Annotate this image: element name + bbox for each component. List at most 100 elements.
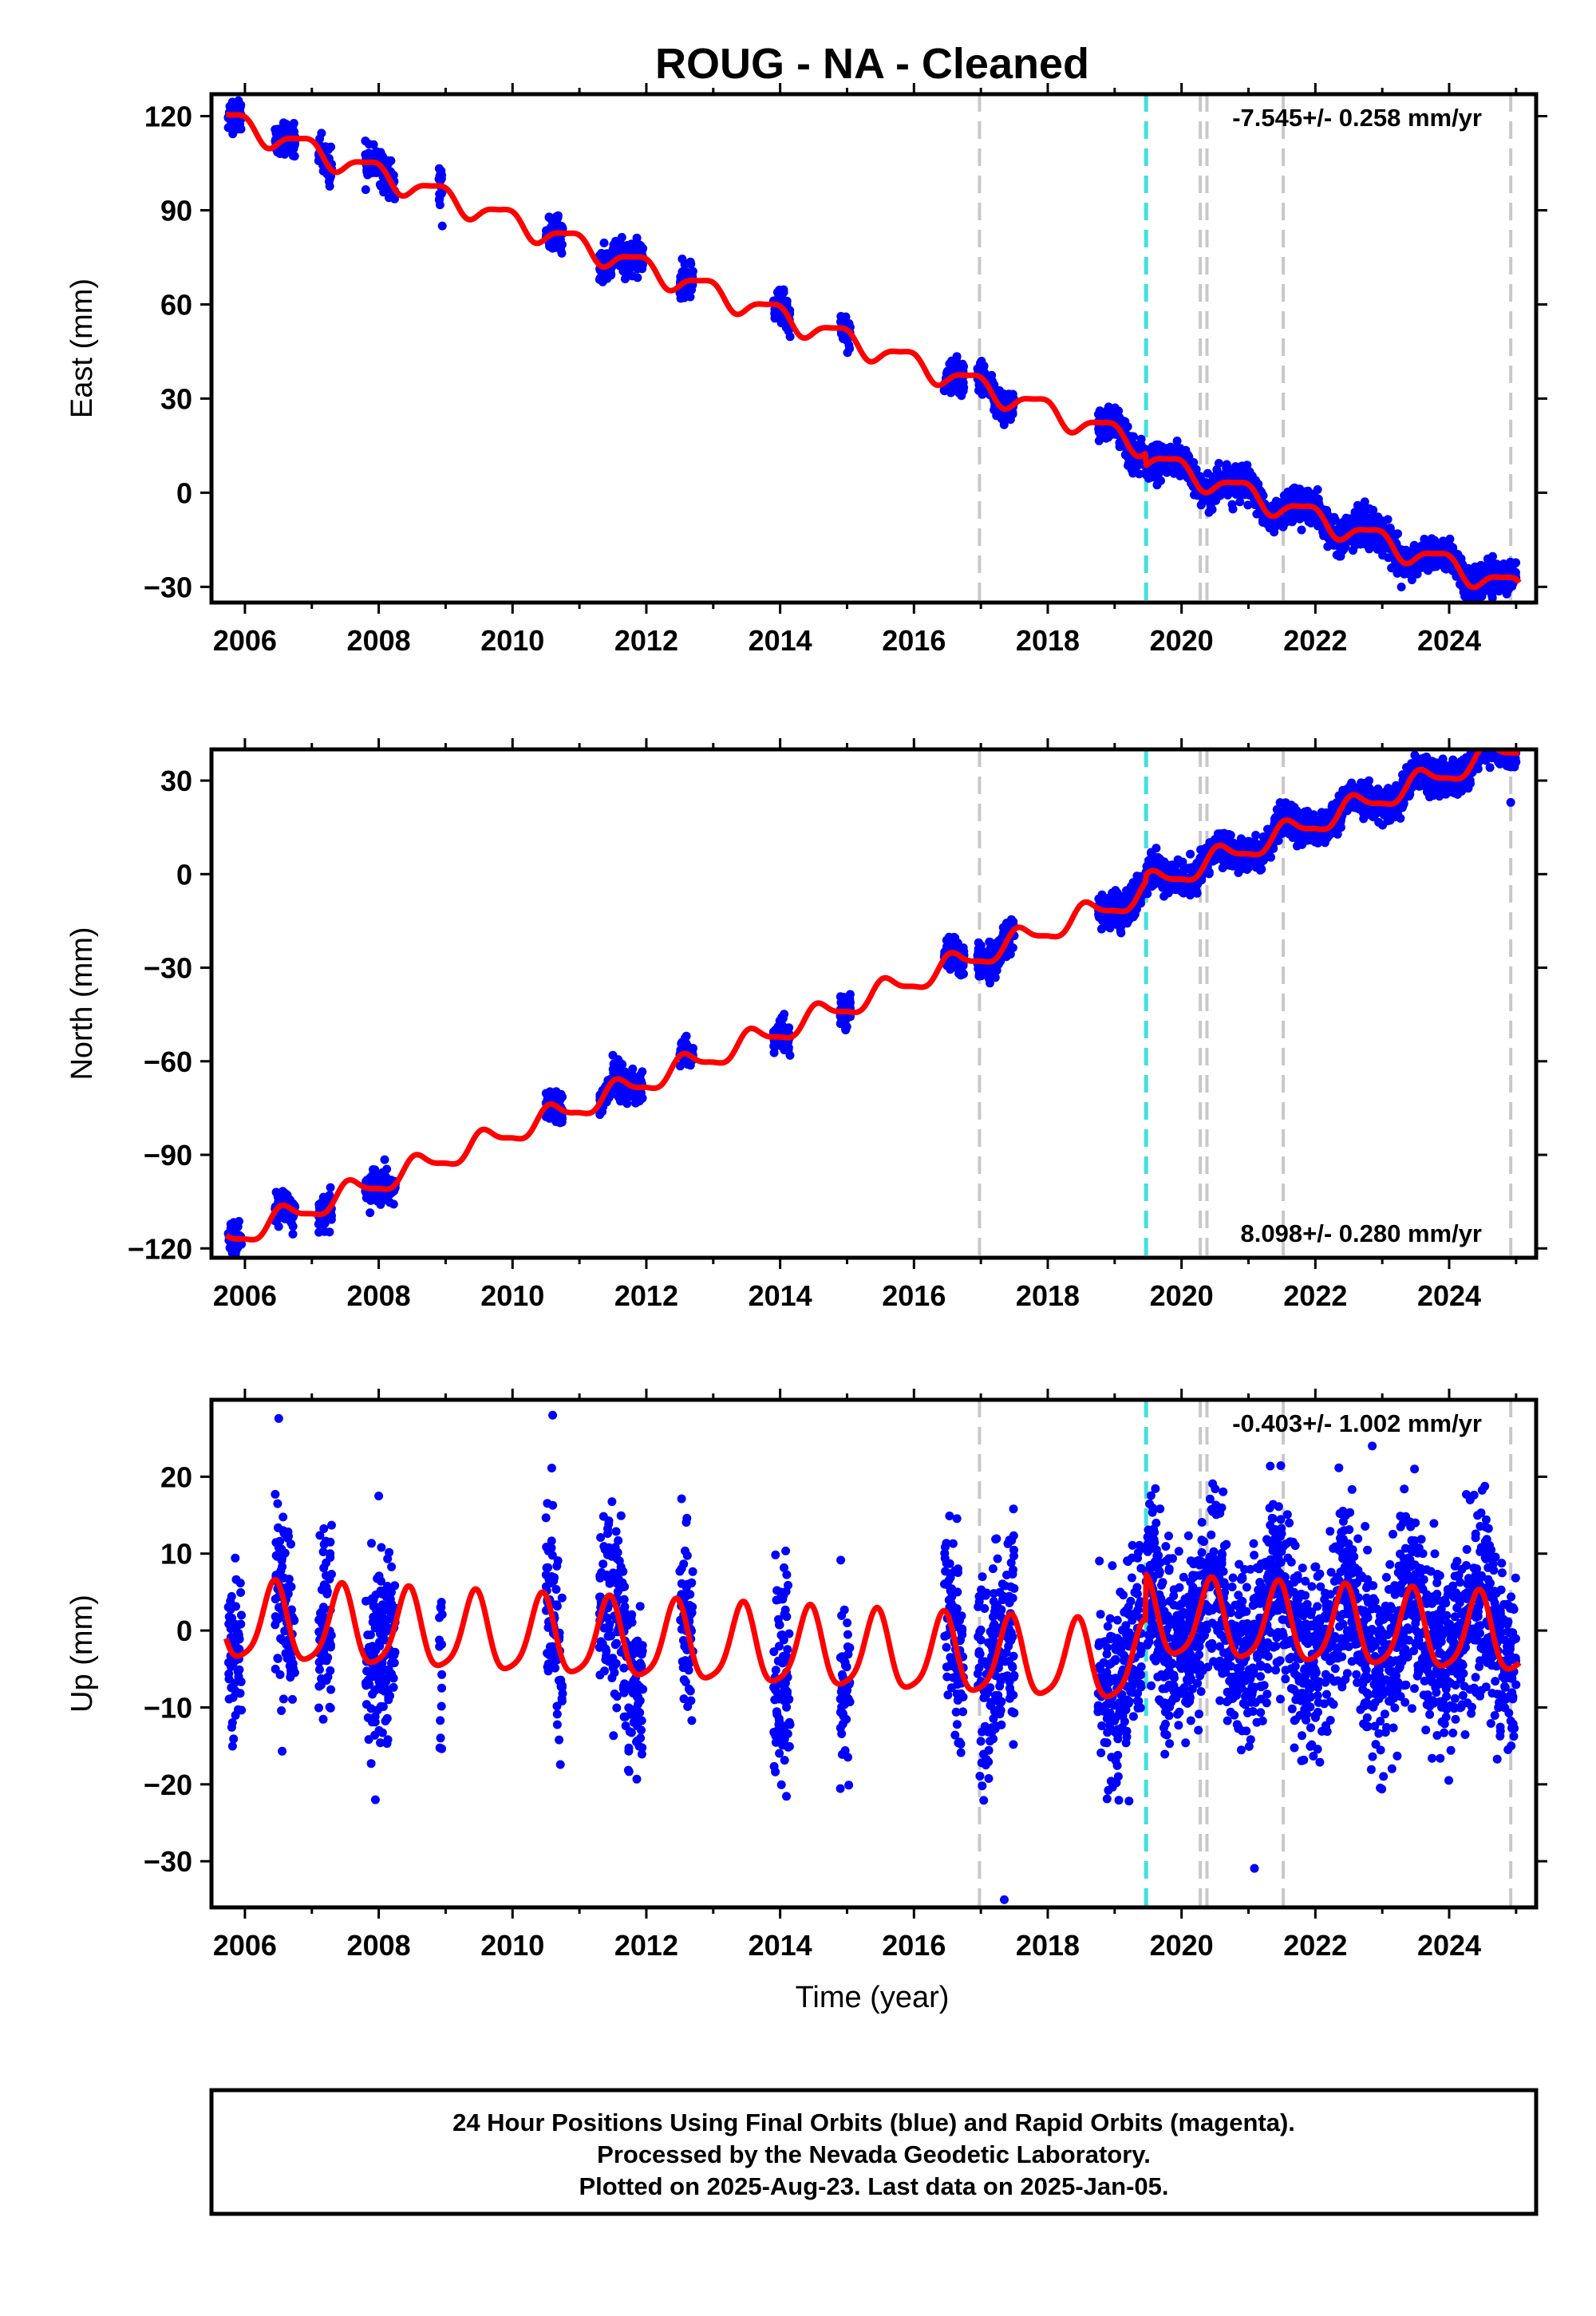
east-data-point: [599, 238, 609, 247]
north-data-point: [365, 1208, 375, 1218]
north-data-point: [780, 1042, 790, 1052]
east-data-point: [1361, 518, 1371, 528]
north-data-point: [389, 1199, 398, 1209]
east-data-point: [234, 96, 243, 105]
east-data-point: [1227, 500, 1237, 509]
figure-title: ROUG - NA - Cleaned: [655, 40, 1089, 88]
north-data-point: [782, 1024, 792, 1034]
east-data-point: [1221, 486, 1231, 496]
east-data-point: [976, 358, 985, 368]
east-xtick-label: 2012: [614, 624, 678, 657]
east-data-point: [1124, 459, 1133, 468]
east-data-point: [1100, 430, 1110, 440]
east-data-point: [1172, 437, 1182, 445]
east-data-point: [278, 144, 287, 154]
north-data-point: [1487, 733, 1496, 741]
east-data-point: [617, 232, 626, 242]
north-data-point: [1116, 927, 1125, 936]
east-data-point: [1362, 533, 1371, 543]
east-data-point: [436, 176, 445, 185]
east-data-point: [278, 128, 287, 136]
east-data-point: [279, 118, 288, 128]
east-data-point: [1149, 472, 1158, 482]
east-ytick-label: 90: [160, 194, 192, 227]
north-data-point: [608, 1050, 618, 1060]
east-data-point: [1445, 541, 1455, 551]
east-data-point: [957, 391, 966, 401]
east-data-point: [1130, 440, 1140, 449]
east-data-point: [626, 262, 635, 271]
east-data-point: [362, 165, 372, 175]
east-data-point: [845, 344, 855, 354]
east-y-axis-label: East (mm): [65, 279, 99, 418]
north-data-point: [986, 938, 995, 947]
east-ytick-label: 60: [160, 288, 192, 321]
east-data-point: [606, 270, 616, 279]
east-data-points: [223, 96, 1521, 603]
east-data-point: [1282, 491, 1291, 500]
east-data-point: [686, 259, 696, 269]
east-data-point: [1152, 480, 1162, 490]
east-data-point: [836, 311, 846, 321]
east-data-point: [1306, 492, 1316, 502]
north-data-point: [314, 1219, 323, 1229]
north-data-point: [1108, 888, 1117, 898]
east-data-point: [1298, 510, 1306, 520]
north-data-point: [380, 1155, 389, 1164]
east-data-point: [1096, 407, 1106, 417]
east-data-point: [1456, 554, 1466, 563]
east-data-point: [678, 255, 687, 263]
east-xtick-label: 2016: [882, 624, 946, 657]
east-data-point: [1445, 534, 1455, 543]
east-data-point: [955, 362, 965, 372]
east-data-point: [1162, 444, 1171, 453]
east-data-point: [363, 152, 373, 161]
east-panel: 2006 2008 2010 2012 2014 2016 2018 2020 2022 2024…: [65, 83, 1547, 657]
east-data-point: [1313, 485, 1322, 494]
east-data-point: [1279, 520, 1289, 530]
east-data-point: [557, 248, 567, 258]
east-data-point: [688, 267, 697, 276]
east-data-point: [952, 381, 962, 390]
east-data-point: [1440, 563, 1450, 573]
east-data-point: [1459, 587, 1468, 597]
north-data-point: [1005, 950, 1015, 959]
north-data-point: [769, 1048, 779, 1057]
east-xtick-label: 2020: [1150, 624, 1214, 657]
east-data-point: [1207, 505, 1217, 514]
north-data-point: [974, 938, 983, 947]
north-data-point: [681, 1041, 691, 1050]
east-data-point: [1152, 443, 1162, 453]
east-data-point: [1290, 483, 1299, 492]
north-data-point: [288, 1229, 298, 1239]
east-data-point: [230, 117, 239, 126]
east-data-point: [1235, 497, 1245, 507]
north-data-point: [630, 1073, 640, 1083]
north-data-point: [271, 1188, 281, 1197]
east-data-point: [1207, 496, 1216, 506]
east-data-point: [617, 240, 626, 250]
east-data-point: [1365, 544, 1374, 554]
north-data-point: [1491, 739, 1499, 748]
east-data-point: [1238, 488, 1247, 497]
east-xtick-label: 2006: [213, 624, 277, 657]
east-data-point: [1266, 523, 1275, 532]
east-data-point: [1360, 497, 1369, 507]
east-data-point: [1208, 472, 1218, 482]
east-data-point: [1007, 393, 1016, 403]
north-data-point: [555, 1118, 565, 1128]
north-panel: 2006 2008 2010 2012 2014 2016 2018 2020 2022 2024…: [65, 733, 1547, 1312]
east-data-point: [1115, 413, 1124, 422]
east-ytick-label: −30: [144, 571, 192, 603]
east-data-point: [1329, 516, 1339, 525]
east-outlier-point-0: [437, 221, 447, 231]
east-data-point: [999, 420, 1009, 429]
north-data-point: [378, 1168, 387, 1177]
east-data-point: [607, 248, 616, 258]
north-data-point: [225, 1243, 235, 1252]
north-data-point: [1506, 740, 1515, 749]
east-xtick-label: 2024: [1417, 624, 1481, 657]
north-data-point: [1118, 896, 1128, 906]
east-data-point: [375, 150, 385, 160]
north-data-point: [1483, 736, 1491, 745]
